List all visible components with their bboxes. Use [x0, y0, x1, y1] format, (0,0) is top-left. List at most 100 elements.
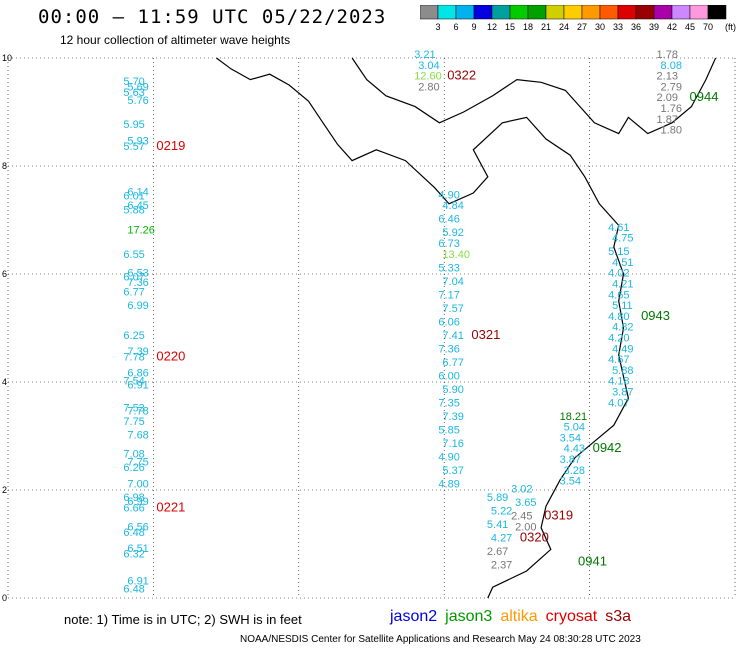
satellite-cryosat: cryosat — [545, 608, 598, 625]
wave-height-value: 7.36 — [127, 277, 148, 289]
wave-height-value: 13.40 — [442, 249, 470, 261]
y-tick-label: 2 — [2, 485, 7, 495]
colorbar-label: 24 — [559, 22, 569, 32]
wave-height-value: 5.93 — [127, 135, 148, 147]
colorbar-label: 18 — [523, 22, 533, 32]
page-title: 00:00 – 11:59 UTC 05/22/2023 — [38, 6, 387, 28]
coastline — [216, 57, 717, 599]
pass-time-label: 0320 — [520, 529, 549, 544]
wave-height-value: 7.78 — [123, 351, 144, 363]
wave-height-value: 4.90 — [438, 451, 459, 463]
wave-height-value: 4.07 — [608, 397, 629, 409]
wave-height-value: 4.67 — [608, 354, 629, 366]
wave-height-value: 7.17 — [438, 289, 459, 301]
wave-height-value: 6.99 — [127, 300, 148, 312]
axis-ticks: -90 -87 -84 -81 -78 -75 0 2 4 6 8 10 — [1, 53, 740, 605]
wave-height-value: 5.33 — [438, 262, 459, 274]
wave-height-value: 5.90 — [442, 384, 463, 396]
wave-height-value: 4.65 — [608, 289, 629, 301]
wave-height-value: 5.88 — [612, 365, 633, 377]
colorbar-label: 21 — [541, 22, 551, 32]
pass-time-label: 0321 — [471, 327, 500, 342]
wave-height-value: 6.51 — [127, 543, 148, 555]
wave-height-value: 1.78 — [657, 49, 678, 61]
wave-height-value: 4.21 — [612, 279, 633, 291]
wave-height-value: 3.21 — [414, 49, 435, 61]
wave-height-value: 8.08 — [661, 60, 682, 72]
wave-height-value: 2.37 — [491, 559, 512, 571]
wave-height-value: 7.39 — [442, 411, 463, 423]
wave-height-value: 6.91 — [127, 379, 148, 391]
colorbar-legend: 3 6 9 12 15 18 21 24 27 30 33 36 39 42 45 70 (ft) — [420, 5, 736, 32]
wave-height-value: 3.02 — [511, 484, 532, 496]
wave-height-value: 5.15 — [608, 246, 629, 258]
wave-height-value: 5.85 — [438, 424, 459, 436]
wave-height-value: 5.63 — [123, 87, 144, 99]
wave-height-value: 6.26 — [123, 462, 144, 474]
wave-height-value: 7.36 — [438, 343, 459, 355]
wave-height-value: 1.87 — [657, 114, 678, 126]
wave-height-value: 2.00 — [515, 522, 536, 534]
wave-height-value: 7.39 — [127, 346, 148, 358]
wave-height-value: 3.87 — [612, 387, 633, 399]
pass-time-label: 0322 — [447, 68, 476, 83]
wave-height-value: 4.89 — [438, 478, 459, 490]
wave-height-value: 5.70 — [123, 76, 144, 88]
x-tick-label: -75 — [728, 604, 740, 605]
colorbar-label: 36 — [631, 22, 641, 32]
colorbar-label: 15 — [505, 22, 515, 32]
wave-height-value: 4.18 — [608, 376, 629, 388]
wave-height-value: 5.04 — [564, 422, 585, 434]
wave-height-value: 6.98 — [123, 492, 144, 504]
wave-height-value: 7.78 — [127, 405, 148, 417]
x-tick-label: -78 — [583, 604, 596, 605]
colorbar-label: 27 — [577, 22, 587, 32]
colorbar-label: 42 — [667, 22, 677, 32]
map-plot[interactable]: -90-87-84-81-78-750246810 5.705.695.635.… — [0, 0, 740, 605]
satellite-jason2: jason2 — [390, 608, 438, 625]
pass-time-label: 0319 — [544, 508, 573, 523]
wave-height-value: 4.02 — [608, 268, 629, 280]
wave-height-value: 4.80 — [608, 311, 629, 323]
wave-height-value: 6.00 — [438, 370, 459, 382]
wave-height-value: 18.21 — [560, 411, 588, 423]
wave-height-value: 5.69 — [127, 81, 148, 93]
wave-height-value: 2.80 — [418, 81, 439, 93]
wave-height-value: 4.82 — [612, 322, 633, 334]
wave-height-value: 3.04 — [418, 60, 439, 72]
y-tick-label: 6 — [2, 269, 7, 279]
footer-credit: NOAA/NESDIS Center for Satellite Applica… — [240, 634, 641, 645]
wave-height-value: 4.90 — [438, 189, 459, 201]
pass-time-label: 0941 — [578, 554, 607, 569]
wave-height-value: 6.86 — [127, 368, 148, 380]
wave-height-value: 5.89 — [487, 492, 508, 504]
wave-height-value: 5.11 — [612, 300, 633, 312]
wave-height-value: 7.75 — [123, 416, 144, 428]
pass-time-label: 0942 — [593, 440, 622, 455]
wave-height-value: 5.22 — [491, 505, 512, 517]
wave-height-value: 7.41 — [442, 330, 463, 342]
colorbar-label: 33 — [613, 22, 623, 32]
wave-height-value: 6.07 — [123, 271, 144, 283]
satellite-altika: altika — [500, 608, 538, 625]
wave-height-value: 3.54 — [560, 476, 581, 488]
wave-height-value: 7.54 — [123, 376, 144, 388]
pass-time-label: 0219 — [156, 138, 185, 153]
page-subtitle: 12 hour collection of altimeter wave hei… — [60, 33, 291, 47]
wave-height-value: 3.54 — [560, 432, 581, 444]
wave-height-value: 4.27 — [491, 532, 512, 544]
wave-height-value: 7.16 — [442, 438, 463, 450]
wave-height-value: 5.37 — [442, 465, 463, 477]
wave-height-value: 7.53 — [123, 403, 144, 415]
colorbar-label: 9 — [471, 22, 476, 32]
pass-time-label: 0220 — [156, 348, 185, 363]
wave-height-value: 4.61 — [608, 222, 629, 234]
wave-height-value: 5.92 — [442, 227, 463, 239]
colorbar-label: 70 — [703, 22, 713, 32]
caribbean-coastline — [351, 57, 717, 135]
wave-height-value: 6.91 — [127, 576, 148, 588]
wave-height-value: 5.76 — [127, 95, 148, 107]
wave-height-value: 6.14 — [127, 187, 148, 199]
x-tick-label: -84 — [292, 604, 305, 605]
satellite-s3a: s3a — [605, 608, 632, 625]
